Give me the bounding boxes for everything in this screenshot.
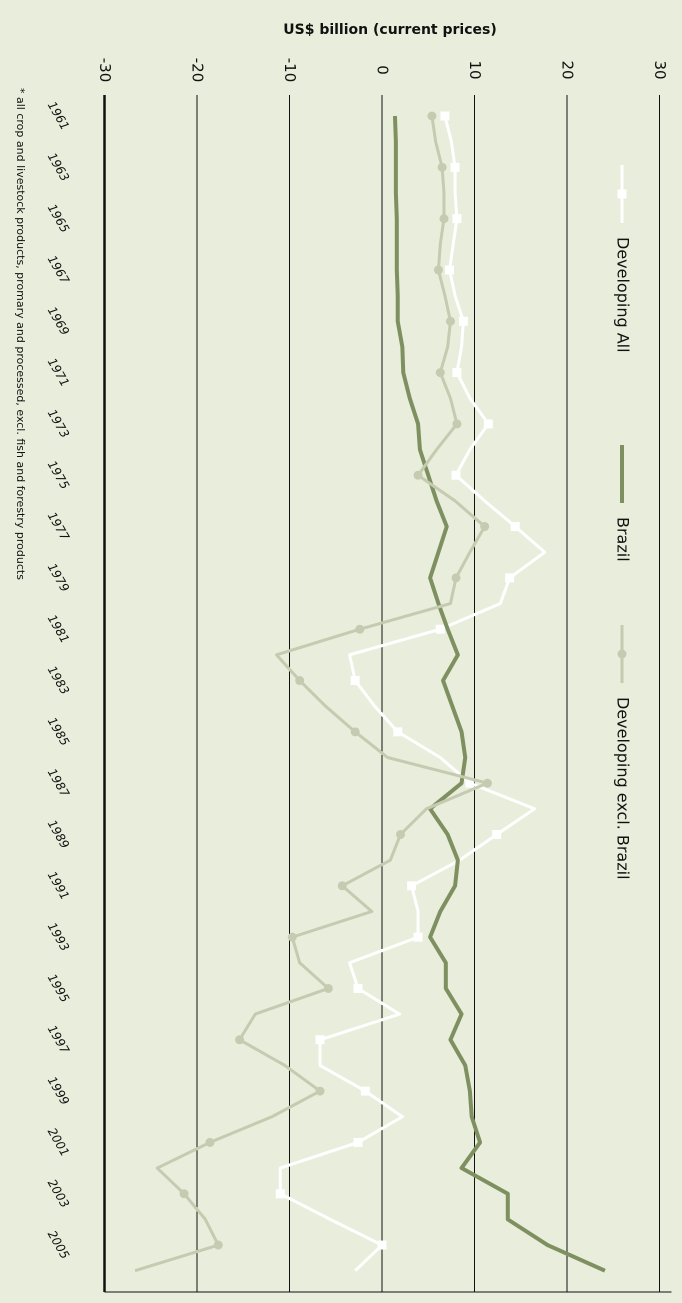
- marker: [323, 983, 333, 993]
- marker: [452, 214, 462, 224]
- marker: [482, 778, 492, 788]
- marker: [445, 265, 455, 275]
- marker: [179, 1189, 189, 1199]
- marker: [492, 829, 502, 839]
- marker: [350, 676, 360, 686]
- footnote: * all crop and livestock products, proma…: [14, 88, 27, 580]
- marker: [451, 470, 461, 480]
- marker: [427, 111, 437, 121]
- marker: [480, 522, 490, 532]
- marker: [205, 1137, 215, 1147]
- marker: [452, 419, 462, 429]
- legend-label: Developing excl. Brazil: [614, 697, 633, 880]
- marker: [213, 1240, 223, 1250]
- marker: [451, 573, 461, 583]
- marker: [353, 1137, 363, 1147]
- marker: [315, 1086, 325, 1096]
- marker: [413, 932, 423, 942]
- marker: [435, 624, 445, 634]
- marker: [360, 1086, 370, 1096]
- value-tick-label: -20: [189, 58, 207, 83]
- marker: [433, 265, 443, 275]
- marker: [445, 316, 455, 326]
- marker: [440, 111, 450, 121]
- value-tick-label: -30: [96, 58, 114, 83]
- series-line: [278, 115, 547, 1272]
- marker: [235, 1035, 245, 1045]
- marker: [435, 368, 445, 378]
- marker: [377, 1240, 387, 1250]
- marker: [275, 1189, 285, 1199]
- value-tick-label: 30: [651, 60, 669, 79]
- marker: [452, 368, 462, 378]
- marker: [483, 419, 493, 429]
- marker: [458, 316, 468, 326]
- marker: [437, 162, 447, 172]
- marker: [350, 727, 360, 737]
- marker: [510, 522, 520, 532]
- marker: [315, 1035, 325, 1045]
- marker: [465, 778, 475, 788]
- value-tick-label: -10: [281, 58, 299, 83]
- marker: [393, 727, 403, 737]
- marker: [439, 214, 449, 224]
- legend-marker: [617, 189, 627, 199]
- value-tick-label: 10: [466, 60, 484, 79]
- marker: [396, 829, 405, 839]
- marker: [337, 881, 347, 891]
- marker: [353, 983, 363, 993]
- marker: [413, 470, 423, 480]
- marker: [450, 162, 460, 172]
- marker: [295, 676, 305, 686]
- marker: [505, 573, 515, 583]
- marker: [407, 881, 417, 891]
- axis-title: US$ billion (current prices): [283, 22, 497, 38]
- legend-label: Brazil: [614, 517, 633, 562]
- series-line: [392, 115, 606, 1273]
- value-tick-label: 0: [374, 65, 392, 75]
- series-line: [134, 115, 489, 1273]
- marker: [287, 932, 297, 942]
- value-tick-label: 20: [559, 60, 577, 79]
- marker: [355, 624, 365, 634]
- legend-label: Developing All: [614, 237, 633, 353]
- legend-marker: [617, 649, 627, 659]
